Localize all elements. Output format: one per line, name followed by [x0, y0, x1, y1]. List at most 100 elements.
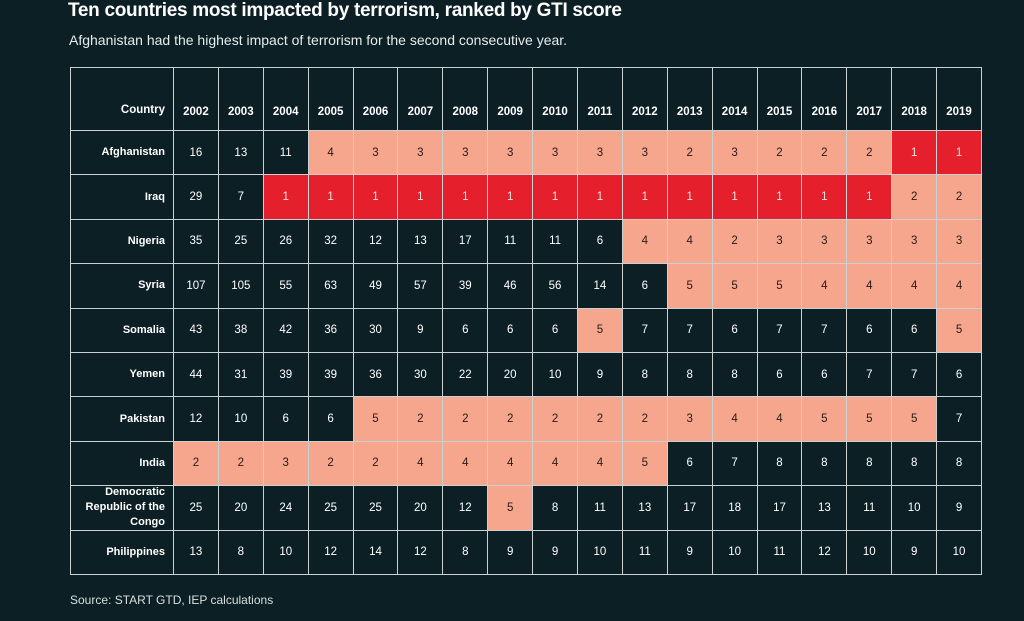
rank-cell: 4: [667, 219, 713, 265]
rank-cell: 8: [712, 352, 758, 398]
rank-cell: 13: [398, 219, 444, 265]
rank-cell: 10: [712, 530, 758, 575]
rank-cell: 7: [937, 397, 982, 442]
rank-cell: 1: [398, 175, 444, 220]
rank-cell: 1: [263, 175, 309, 220]
year-header: 2018: [892, 68, 938, 131]
rank-cell: 3: [712, 131, 758, 176]
rank-cell: 4: [398, 441, 444, 487]
rank-cell: 7: [847, 352, 893, 398]
rank-cell: 3: [847, 219, 893, 265]
rank-cell: 3: [263, 441, 309, 487]
rank-cell: 3: [578, 131, 623, 176]
rank-cell: 8: [443, 530, 489, 575]
rank-cell: 3: [488, 131, 534, 176]
rank-cell: 10: [533, 352, 578, 398]
rank-cell: 36: [353, 352, 399, 398]
rank-cell: 1: [757, 175, 803, 220]
year-header: 2011: [578, 68, 623, 131]
rank-cell: 6: [443, 308, 489, 353]
rank-cell: 6: [712, 308, 758, 353]
rank-cell: 4: [937, 264, 982, 309]
rank-cell: 14: [353, 530, 399, 575]
rank-cell: 63: [308, 264, 354, 309]
rank-cell: 11: [488, 219, 534, 265]
rank-cell: 36: [308, 308, 354, 353]
rank-cell: 3: [622, 131, 668, 176]
rank-cell: 105: [218, 264, 264, 309]
rank-cell: 107: [174, 264, 219, 309]
rank-cell: 6: [802, 352, 848, 398]
rank-cell: 3: [443, 131, 489, 176]
rank-cell: 2: [398, 397, 444, 442]
rank-cell: 43: [174, 308, 219, 353]
rank-cell: 8: [892, 441, 938, 487]
rank-cell: 5: [488, 486, 534, 531]
rank-cell: 12: [174, 397, 219, 442]
rank-cell: 4: [802, 264, 848, 309]
rank-cell: 4: [443, 441, 489, 487]
year-header: 2009: [488, 68, 534, 131]
rank-cell: 42: [263, 308, 309, 353]
rank-cell: 20: [488, 352, 534, 398]
rank-cell: 8: [533, 486, 578, 531]
rank-cell: 6: [847, 308, 893, 353]
rank-cell: 2: [757, 131, 803, 176]
rank-cell: 6: [892, 308, 938, 353]
year-header: 2012: [622, 68, 668, 131]
rank-cell: 5: [622, 441, 668, 487]
rank-cell: 39: [443, 264, 489, 309]
rank-cell: 35: [174, 219, 219, 265]
rank-cell: 4: [757, 397, 803, 442]
rank-cell: 4: [847, 264, 893, 309]
rank-cell: 1: [443, 175, 489, 220]
rank-cell: 13: [802, 486, 848, 531]
title: Ten countries most impacted by terrorism…: [68, 0, 622, 21]
rank-cell: 2: [353, 441, 399, 487]
rank-cell: 14: [578, 264, 623, 309]
rank-cell: 8: [937, 441, 982, 487]
rank-cell: 3: [757, 219, 803, 265]
rank-cell: 1: [578, 175, 623, 220]
rank-cell: 31: [218, 352, 264, 398]
country-name: Democratic Republic of the Congo: [71, 486, 174, 531]
rank-cell: 9: [398, 308, 444, 353]
year-header: 2010: [533, 68, 578, 131]
rank-cell: 10: [847, 530, 893, 575]
rank-cell: 30: [353, 308, 399, 353]
rank-cell: 7: [712, 441, 758, 487]
year-header: 2017: [847, 68, 893, 131]
rank-cell: 2: [578, 397, 623, 442]
rank-cell: 10: [263, 530, 309, 575]
rank-cell: 8: [218, 530, 264, 575]
rank-cell: 6: [622, 264, 668, 309]
rank-cell: 7: [667, 308, 713, 353]
rank-cell: 10: [578, 530, 623, 575]
rank-cell: 17: [757, 486, 803, 531]
year-header: 2016: [802, 68, 848, 131]
ranking-table: Country 2002 2003 2004 2005 2006 2007 2008 2009 2…: [70, 67, 982, 575]
rank-cell: 12: [398, 530, 444, 575]
rank-cell: 1: [353, 175, 399, 220]
rank-cell: 6: [533, 308, 578, 353]
rank-cell: 13: [218, 131, 264, 176]
rank-cell: 7: [802, 308, 848, 353]
rank-cell: 12: [443, 486, 489, 531]
rank-cell: 5: [937, 308, 982, 353]
rank-cell: 9: [667, 530, 713, 575]
rank-cell: 25: [174, 486, 219, 531]
rank-cell: 12: [308, 530, 354, 575]
subtitle: Afghanistan had the highest impact of te…: [69, 32, 568, 48]
rank-cell: 9: [533, 530, 578, 575]
rank-cell: 8: [622, 352, 668, 398]
rank-cell: 2: [174, 441, 219, 487]
country-name: Somalia: [71, 308, 174, 353]
rank-cell: 3: [533, 131, 578, 176]
rank-cell: 11: [533, 219, 578, 265]
rank-cell: 4: [488, 441, 534, 487]
rank-cell: 11: [622, 530, 668, 575]
year-header: 2003: [218, 68, 264, 131]
rank-cell: 49: [353, 264, 399, 309]
rank-cell: 3: [892, 219, 938, 265]
